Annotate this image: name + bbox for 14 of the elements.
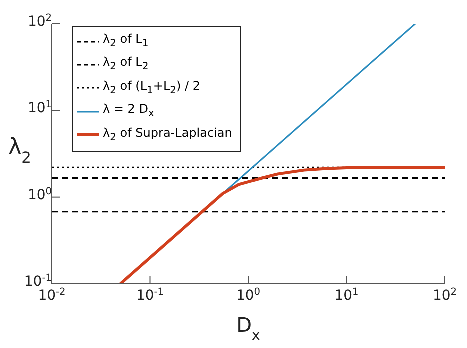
x-tick-label: 10$^{-1}$ bbox=[136, 286, 164, 304]
y-axis-title: λ$_{2}$ bbox=[8, 135, 32, 167]
legend-label: λ$_{2}$ of L$_{1}$ bbox=[103, 31, 149, 52]
legend-label: λ$_{2}$ of Supra-Laplacian bbox=[103, 124, 232, 145]
legend-label: λ$_{2}$ of L$_{2}$ bbox=[103, 54, 149, 75]
y-tick-label: 10$^{0}$ bbox=[28, 186, 52, 204]
x-tick-label: 10$^{1}$ bbox=[334, 286, 359, 304]
y-tick-label: 10$^{1}$ bbox=[28, 99, 52, 117]
x-tick-label: 10$^{2}$ bbox=[432, 286, 458, 304]
legend-label: λ = 2 D$_{x}$ bbox=[103, 101, 154, 122]
y-tick-label: 10$^{2}$ bbox=[28, 12, 52, 30]
x-tick-label: 10$^{0}$ bbox=[236, 286, 261, 304]
legend-label: λ$_{2}$ of (L$_{1}$+L$_{2}$) / 2 bbox=[103, 78, 201, 98]
x-axis-title: D$_{x}$ bbox=[236, 313, 260, 344]
